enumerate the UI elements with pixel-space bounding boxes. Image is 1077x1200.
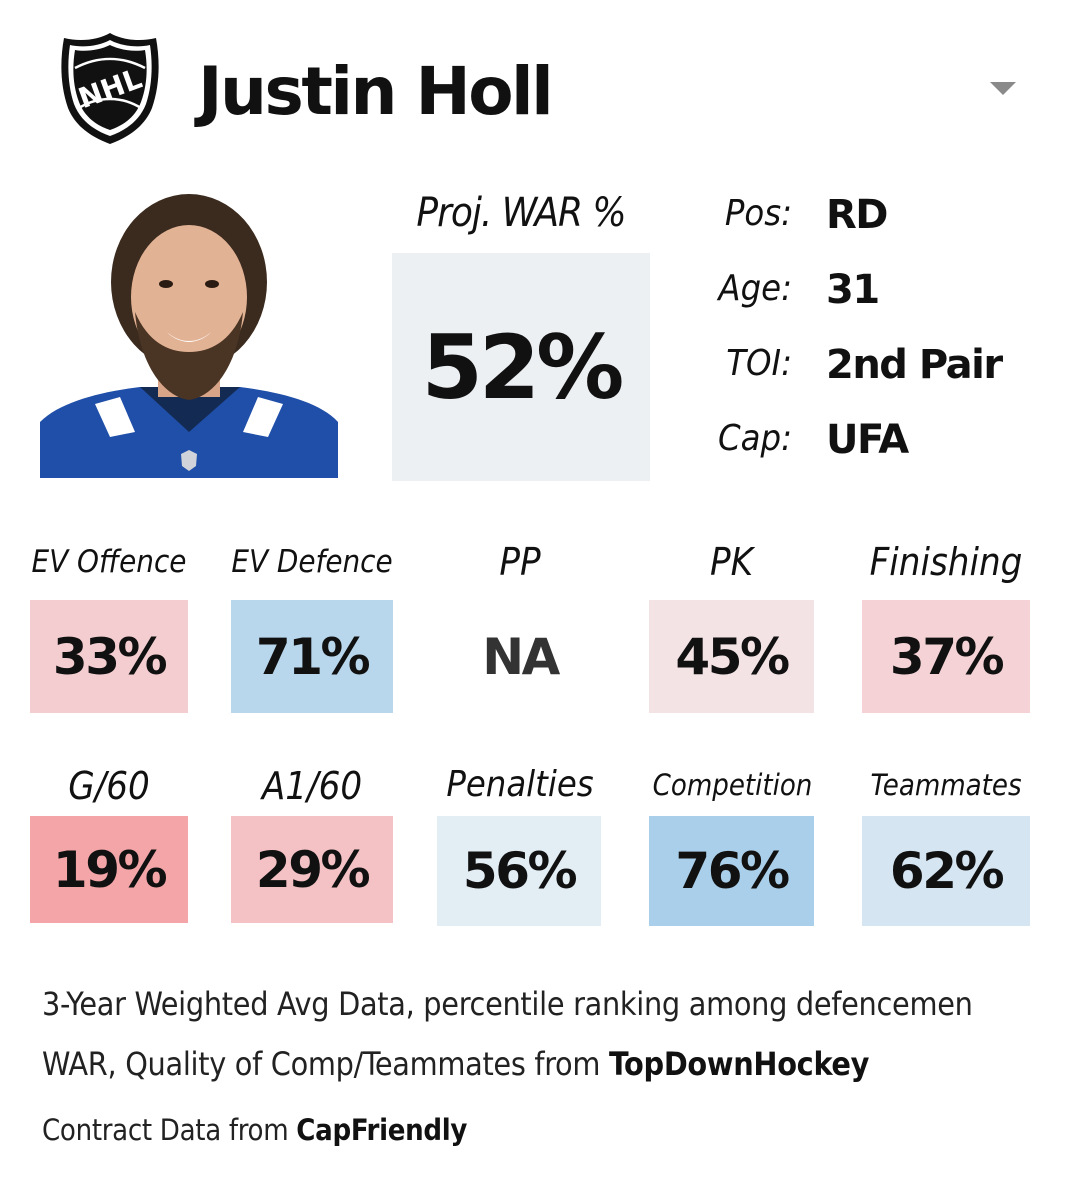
footer-note-data: 3-Year Weighted Avg Data, percentile ran… <box>42 985 973 1023</box>
toi-label: TOI: <box>726 343 792 384</box>
finishing-value: 37% <box>862 600 1030 713</box>
player-photo <box>40 192 338 478</box>
a160-label: A1/60 <box>261 764 363 808</box>
finishing-label: Finishing <box>869 540 1023 584</box>
footer-war-text: WAR, Quality of Comp/Teammates from <box>42 1045 609 1083</box>
cap-label: Cap: <box>718 418 792 459</box>
teammates-value: 62% <box>862 816 1030 926</box>
competition-value: 76% <box>649 816 814 926</box>
nhl-logo: NHL <box>61 33 159 144</box>
footer-contract-text: Contract Data from <box>42 1113 297 1147</box>
teammates-label: Teammates <box>870 768 1022 802</box>
cap-value: UFA <box>826 417 909 463</box>
age-value: 31 <box>826 267 880 313</box>
ev-defence-label: EV Defence <box>231 544 393 580</box>
topdownhockey-source: TopDownHockey <box>608 1045 870 1083</box>
footer-note-contract: Contract Data from CapFriendly <box>42 1113 467 1147</box>
penalties-value: 56% <box>437 816 601 926</box>
g60-label: G/60 <box>68 764 150 808</box>
war-value: 52% <box>421 315 625 419</box>
pos-value: RD <box>826 192 889 238</box>
capfriendly-source: CapFriendly <box>296 1113 468 1147</box>
player-name: Justin Holl <box>198 53 554 130</box>
pk-value: 45% <box>649 600 814 713</box>
ev-offence-label: EV Offence <box>31 544 187 580</box>
footer-note-war: WAR, Quality of Comp/Teammates from TopD… <box>42 1045 869 1083</box>
pp-value: NA <box>437 600 603 713</box>
g60-value: 19% <box>30 816 188 923</box>
dropdown-arrow-icon[interactable] <box>990 82 1016 96</box>
competition-label: Competition <box>652 768 813 802</box>
ev-defence-value: 71% <box>231 600 393 713</box>
penalties-label: Penalties <box>446 764 594 805</box>
pk-label: PK <box>709 540 754 584</box>
a160-value: 29% <box>231 816 393 923</box>
war-box: 52% <box>392 253 650 481</box>
toi-value: 2nd Pair <box>826 342 1003 388</box>
pos-label: Pos: <box>724 193 792 234</box>
pp-label: PP <box>499 540 541 584</box>
ev-offence-value: 33% <box>30 600 188 713</box>
age-label: Age: <box>718 268 792 309</box>
war-label: Proj. WAR % <box>416 190 626 236</box>
